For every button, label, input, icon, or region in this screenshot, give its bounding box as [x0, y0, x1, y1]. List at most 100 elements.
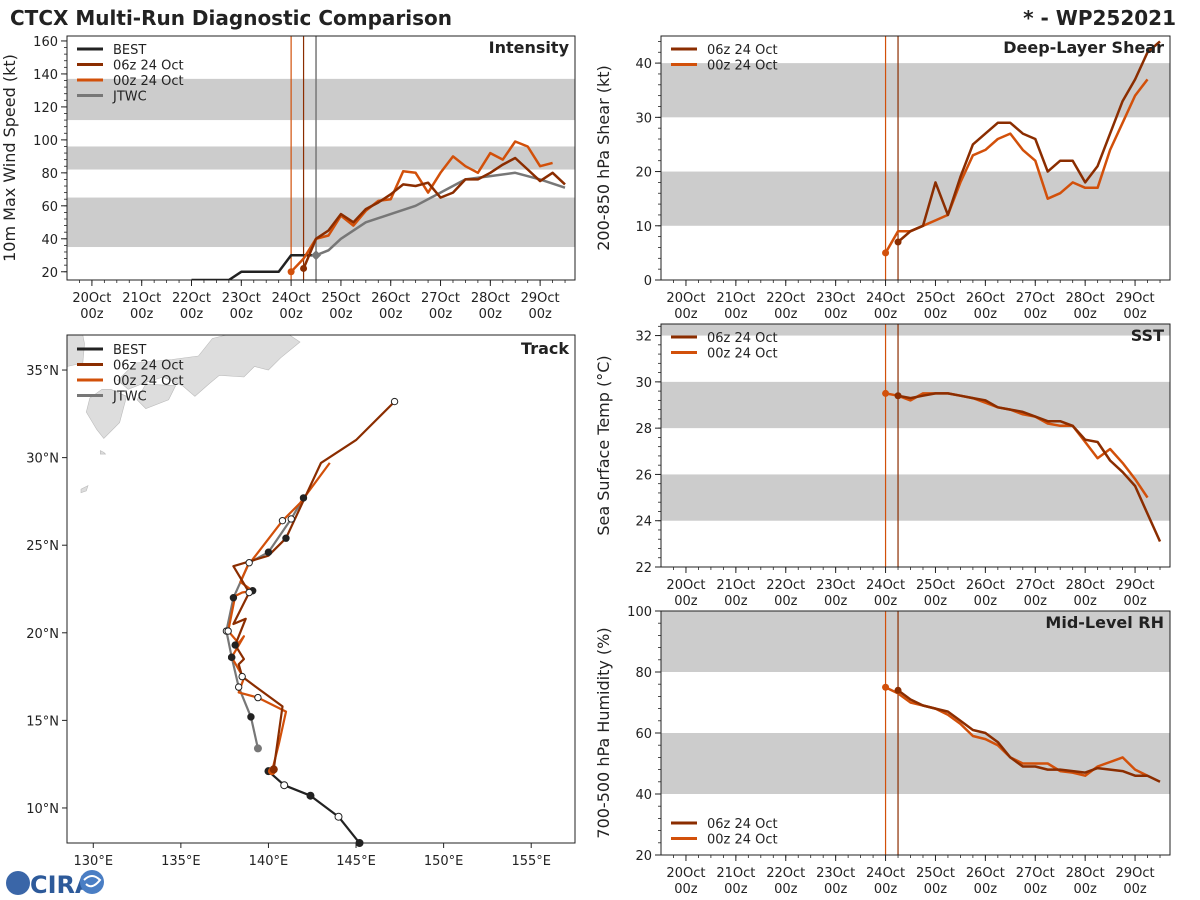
land-mass [136, 383, 177, 409]
cira-swirl-mark [83, 875, 102, 888]
cira-logo: CIRA [6, 870, 104, 899]
x-tick-hour: 00z [329, 307, 353, 322]
track-point-best [280, 781, 289, 790]
x-tick-hour: 00z [724, 594, 748, 609]
x-tick-hour: 00z [824, 882, 848, 897]
x-tick-day: 21Oct [716, 866, 755, 881]
track-point-run00 [224, 627, 232, 635]
legend-label-run06: 06z 24 Oct [113, 359, 184, 374]
track-point-jtwc [229, 594, 238, 602]
lat-tick-label: 35°N [26, 364, 59, 379]
track-line-best [267, 768, 361, 843]
x-tick-day: 29Oct [1116, 578, 1155, 593]
panel-title: Mid-Level RH [1045, 613, 1164, 632]
x-tick-hour: 00z [1073, 594, 1097, 609]
x-tick-day: 26Oct [966, 578, 1005, 593]
map-frame [66, 334, 576, 844]
y-tick-label: 30 [635, 111, 652, 126]
x-tick-day: 20Oct [666, 866, 705, 881]
land-mass [80, 485, 89, 494]
x-tick-hour: 00z [1123, 882, 1147, 897]
y-axis-label: 10m Max Wind Speed (kt) [0, 54, 19, 262]
y-tick-label: 80 [635, 666, 652, 681]
y-tick-label: 100 [33, 134, 58, 149]
x-tick-day: 22Oct [766, 866, 805, 881]
legend-label-run00: 00z 24 Oct [707, 833, 778, 848]
x-tick-hour: 00z [924, 307, 948, 322]
lon-tick-label: 145°E [336, 854, 376, 869]
lat-tick-label: 10°N [26, 802, 59, 817]
x-tick-hour: 00z [974, 882, 998, 897]
shaded-band [661, 733, 1170, 794]
shaded-band [67, 197, 575, 248]
x-tick-day: 22Oct [766, 578, 805, 593]
y-axis-label: 200-850 hPa Shear (kt) [594, 65, 613, 251]
plot-frame [660, 35, 1171, 281]
series-line-run06 [302, 156, 566, 269]
x-tick-hour: 00z [724, 307, 748, 322]
x-tick-day: 28Oct [1066, 866, 1105, 881]
track-point-jtwc [245, 559, 253, 567]
lat-tick-label: 30°N [26, 452, 59, 467]
shear-panel: 01020304020Oct00z21Oct00z22Oct00z23Oct00… [594, 35, 1171, 322]
cira-swirl-icon [80, 870, 104, 894]
legend-label-run00: 00z 24 Oct [707, 347, 778, 362]
x-tick-hour: 00z [774, 594, 798, 609]
jtwc-start-marker [311, 250, 322, 261]
shaded-band [661, 611, 1170, 672]
y-tick-label: 80 [41, 167, 58, 182]
series-line-run06 [897, 392, 1162, 543]
x-tick-hour: 00z [774, 307, 798, 322]
track-point-run06 [282, 534, 290, 542]
x-tick-hour: 00z [1024, 307, 1048, 322]
cira-globe-icon [6, 871, 30, 895]
x-tick-hour: 00z [279, 307, 303, 322]
sst-panel: 22242628303220Oct00z21Oct00z22Oct00z23Oc… [594, 323, 1171, 609]
y-axis-label: 700-500 hPa Humidity (%) [594, 627, 613, 838]
legend-label-run06: 06z 24 Oct [113, 59, 184, 74]
series-start-point-run00 [882, 389, 890, 397]
y-tick-label: 60 [41, 200, 58, 215]
x-tick-day: 29Oct [1116, 291, 1155, 306]
rh-panel: 2040608010020Oct00z21Oct00z22Oct00z23Oct… [594, 605, 1171, 897]
shaded-band [661, 63, 1170, 118]
x-tick-day: 22Oct [766, 291, 805, 306]
x-tick-hour: 00z [1024, 594, 1048, 609]
legend-label-best: BEST [113, 43, 146, 58]
x-tick-day: 21Oct [716, 291, 755, 306]
track-point-jtwc [234, 683, 243, 691]
x-tick-hour: 00z [874, 594, 898, 609]
x-tick-day: 24Oct [866, 578, 905, 593]
lat-tick-label: 25°N [26, 539, 59, 554]
x-tick-hour: 00z [674, 882, 698, 897]
land-mass [67, 335, 85, 367]
land-mass [53, 512, 64, 526]
x-tick-hour: 00z [130, 307, 154, 322]
x-tick-day: 25Oct [321, 291, 360, 306]
x-tick-hour: 00z [1073, 307, 1097, 322]
y-tick-label: 140 [33, 68, 58, 83]
y-tick-label: 26 [635, 468, 652, 483]
x-tick-day: 29Oct [1116, 866, 1155, 881]
x-tick-hour: 00z [1073, 882, 1097, 897]
series-start-point-run06 [894, 392, 902, 400]
figure-title: CTCX Multi-Run Diagnostic Comparison [10, 6, 452, 30]
panel-title: Intensity [489, 38, 570, 57]
shaded-band [661, 474, 1170, 521]
y-tick-label: 160 [33, 35, 58, 50]
legend-label-run00: 00z 24 Oct [113, 74, 184, 89]
x-tick-hour: 00z [924, 882, 948, 897]
y-axis-label: Sea Surface Temp (°C) [594, 355, 613, 535]
y-tick-label: 0 [644, 274, 652, 289]
x-tick-day: 21Oct [122, 291, 161, 306]
track-point-jtwc [287, 515, 295, 523]
series-start-point-run06 [894, 686, 902, 694]
storm-id: * - WP252021 [1023, 6, 1176, 30]
x-tick-hour: 00z [528, 307, 552, 322]
x-tick-day: 27Oct [1016, 866, 1055, 881]
land-mass [100, 450, 107, 455]
x-tick-hour: 00z [230, 307, 254, 322]
series-line-best [191, 254, 316, 280]
y-tick-label: 40 [635, 788, 652, 803]
